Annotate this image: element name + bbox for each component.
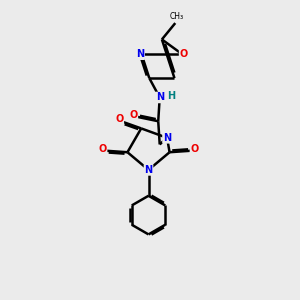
Text: CH₃: CH₃	[170, 12, 184, 21]
Text: N: N	[163, 133, 171, 143]
Text: O: O	[190, 144, 199, 154]
Text: N: N	[156, 92, 164, 103]
Text: N: N	[136, 49, 144, 59]
Text: O: O	[98, 144, 106, 154]
Text: O: O	[129, 110, 137, 120]
Text: O: O	[180, 49, 188, 59]
Text: H: H	[167, 91, 175, 101]
Text: N: N	[145, 165, 153, 175]
Text: O: O	[115, 115, 123, 124]
